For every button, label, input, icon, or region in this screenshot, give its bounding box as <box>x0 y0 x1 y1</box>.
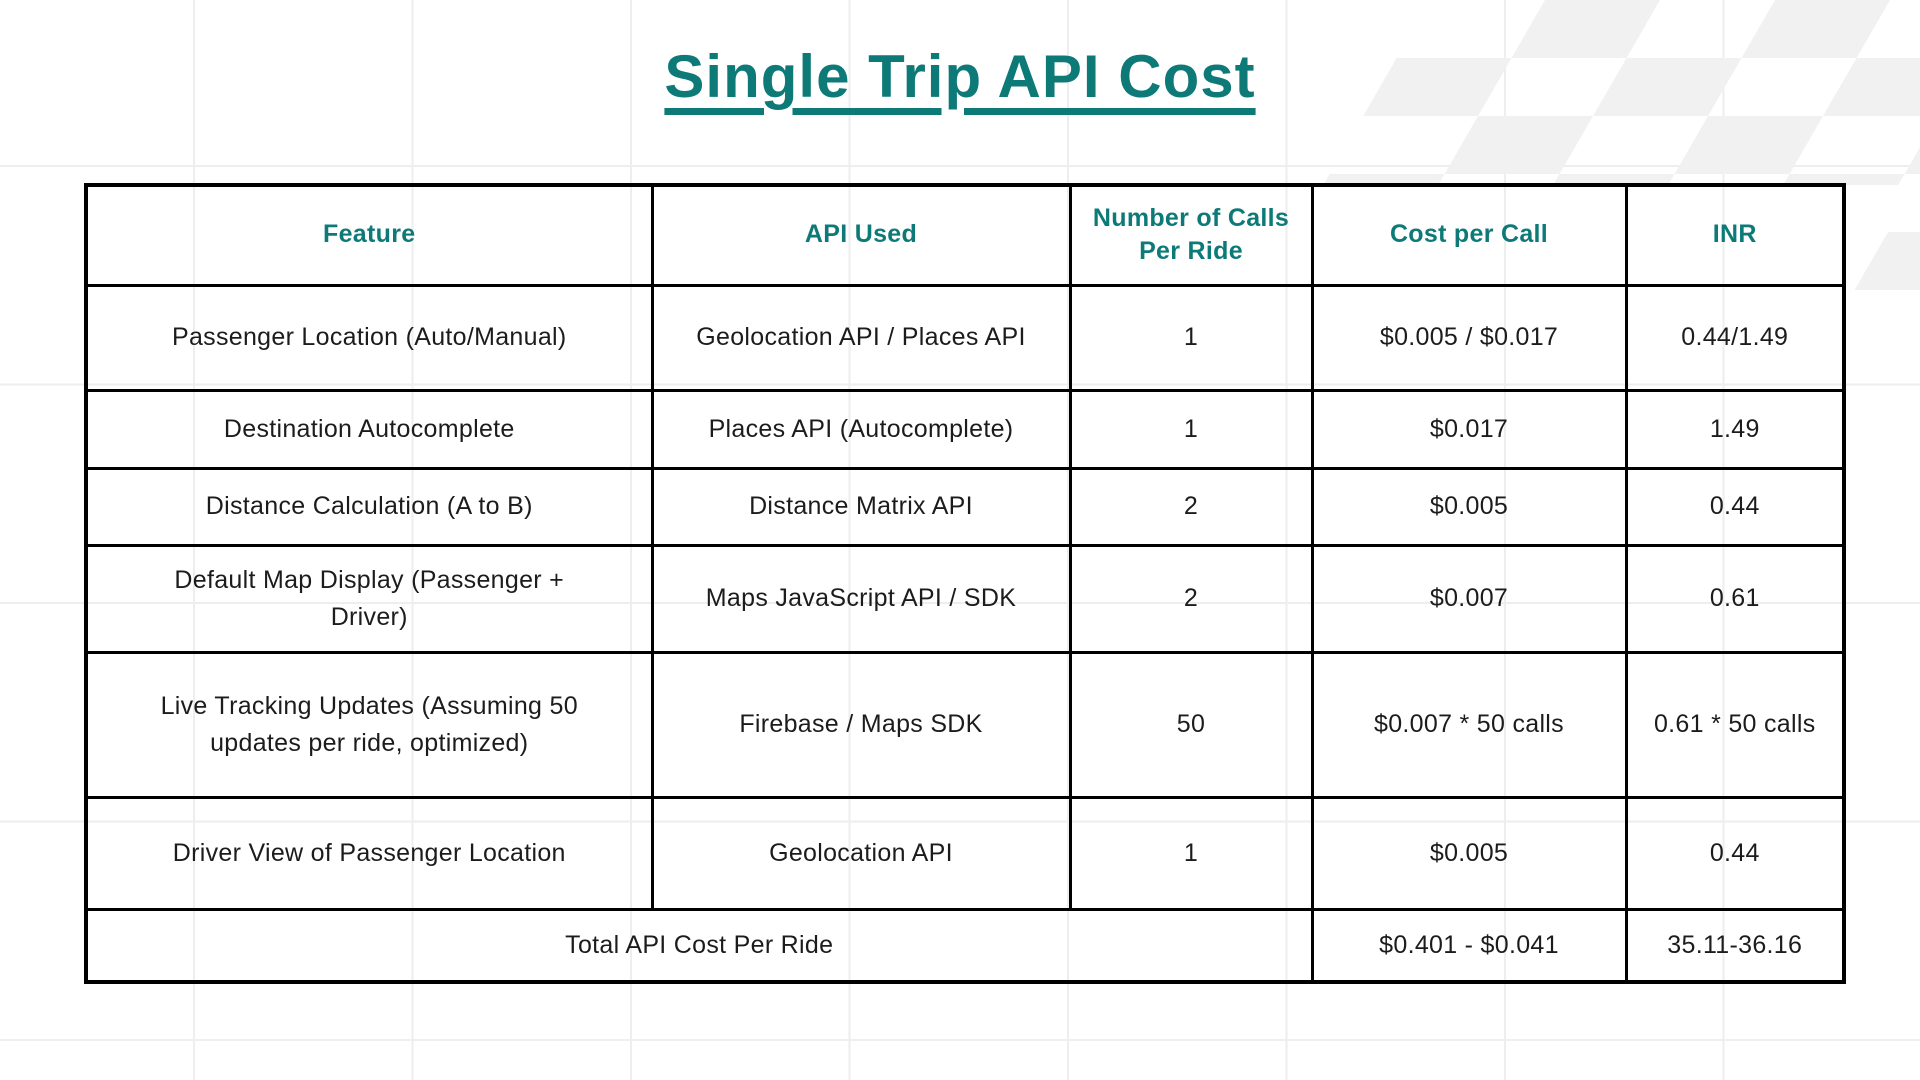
api-used-cell: Geolocation API <box>650 795 1072 911</box>
inr-cell: 0.44 <box>1624 795 1846 911</box>
inr-cell: 0.44/1.49 <box>1624 283 1846 392</box>
calls-cell: 1 <box>1068 795 1314 911</box>
feature-cell: Distance Calculation (A to B) <box>84 466 654 547</box>
inr-cell: 0.61 <box>1624 543 1846 654</box>
total-label-cell: Total API Cost Per Ride <box>84 907 1314 984</box>
table-row: Destination Autocomplete Places API (Aut… <box>84 388 1846 470</box>
table-total-row: Total API Cost Per Ride $0.401 - $0.041 … <box>84 907 1846 984</box>
inr-cell: 1.49 <box>1624 388 1846 470</box>
inr-cell: 0.61 * 50 calls <box>1624 650 1846 799</box>
feature-cell: Destination Autocomplete <box>84 388 654 470</box>
cost-cell: $0.005 <box>1310 466 1628 547</box>
calls-cell: 1 <box>1068 388 1314 470</box>
api-used-cell: Firebase / Maps SDK <box>650 650 1072 799</box>
cost-cell: $0.007 * 50 calls <box>1310 650 1628 799</box>
feature-cell: Passenger Location (Auto/Manual) <box>84 283 654 392</box>
column-header-calls-per-ride: Number of Calls Per Ride <box>1068 183 1314 287</box>
table-row: Driver View of Passenger Location Geoloc… <box>84 795 1846 911</box>
title-container: Single Trip API Cost <box>0 42 1920 111</box>
api-cost-table: Feature API Used Number of Calls Per Rid… <box>84 183 1846 984</box>
feature-cell: Driver View of Passenger Location <box>84 795 654 911</box>
table-row: Passenger Location (Auto/Manual) Geoloca… <box>84 283 1846 392</box>
cost-cell: $0.007 <box>1310 543 1628 654</box>
column-header-api-used: API Used <box>650 183 1072 287</box>
calls-cell: 1 <box>1068 283 1314 392</box>
cost-cell: $0.005 / $0.017 <box>1310 283 1628 392</box>
table-row: Default Map Display (Passenger + Driver)… <box>84 543 1846 654</box>
api-used-cell: Places API (Autocomplete) <box>650 388 1072 470</box>
table-row: Distance Calculation (A to B) Distance M… <box>84 466 1846 547</box>
column-header-feature: Feature <box>84 183 654 287</box>
calls-cell: 2 <box>1068 543 1314 654</box>
cost-cell: $0.005 <box>1310 795 1628 911</box>
column-header-cost-per-call: Cost per Call <box>1310 183 1628 287</box>
total-inr-cell: 35.11-36.16 <box>1624 907 1846 984</box>
cost-cell: $0.017 <box>1310 388 1628 470</box>
table-header-row: Feature API Used Number of Calls Per Rid… <box>84 183 1846 287</box>
api-used-cell: Maps JavaScript API / SDK <box>650 543 1072 654</box>
column-header-inr: INR <box>1624 183 1846 287</box>
page-title: Single Trip API Cost <box>664 43 1256 110</box>
api-used-cell: Geolocation API / Places API <box>650 283 1072 392</box>
table-row: Live Tracking Updates (Assuming 50 updat… <box>84 650 1846 799</box>
feature-cell: Live Tracking Updates (Assuming 50 updat… <box>84 650 654 799</box>
api-used-cell: Distance Matrix API <box>650 466 1072 547</box>
calls-cell: 50 <box>1068 650 1314 799</box>
feature-cell: Default Map Display (Passenger + Driver) <box>84 543 654 654</box>
calls-cell: 2 <box>1068 466 1314 547</box>
inr-cell: 0.44 <box>1624 466 1846 547</box>
total-cost-cell: $0.401 - $0.041 <box>1310 907 1628 984</box>
